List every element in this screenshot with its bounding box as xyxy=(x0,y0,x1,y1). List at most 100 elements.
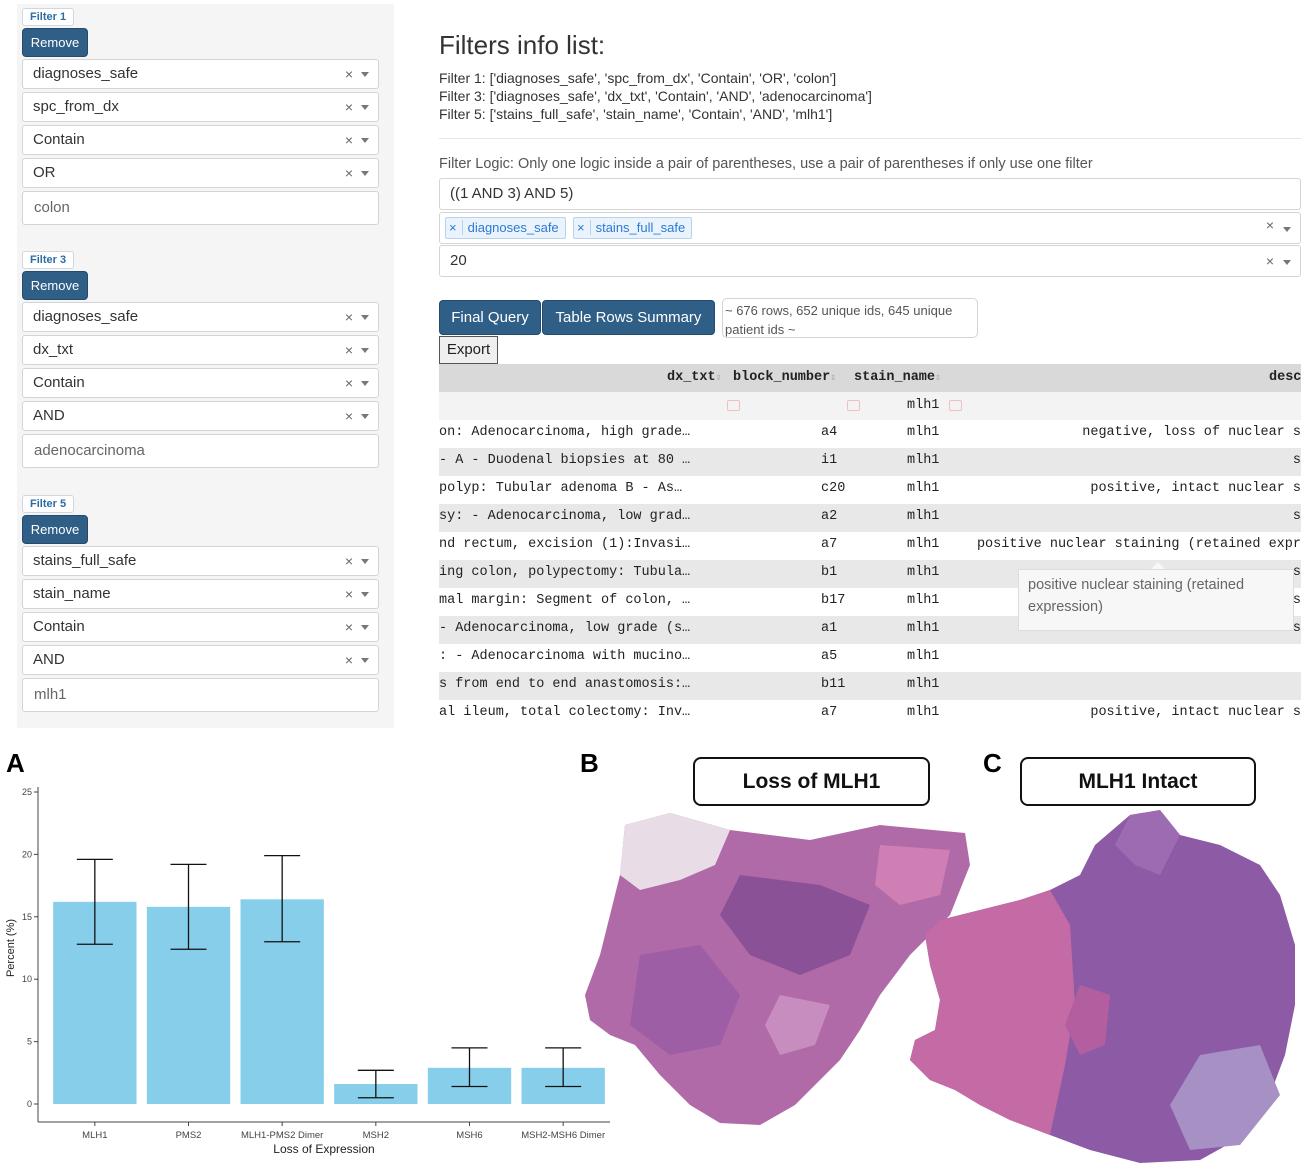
block-number-cell: a1 xyxy=(821,621,838,636)
table-row[interactable]: nd rectum, excision (1):Invasi… a7 mlh1 pos… xyxy=(439,532,1301,560)
clear-icon[interactable]: × xyxy=(344,375,353,391)
column-header-stain-name[interactable]: stain_name⇕ xyxy=(854,370,941,385)
chevron-down-icon[interactable] xyxy=(361,592,369,597)
chevron-down-icon[interactable] xyxy=(361,381,369,386)
header-label: desc xyxy=(1269,370,1301,385)
clear-icon[interactable]: × xyxy=(344,165,353,181)
operator-select[interactable]: Contain × xyxy=(22,612,379,642)
y-tick-label: 15 xyxy=(22,912,32,922)
dx-txt-cell: ing colon, polypectomy: Tubula… xyxy=(439,565,691,580)
tooltip-arrow xyxy=(1150,562,1166,570)
chevron-down-icon[interactable] xyxy=(1283,260,1291,265)
table-header-row: dx_txt⇕ block_number⇕ stain_name⇕ desc xyxy=(439,364,1301,392)
table-row[interactable]: - A - Duodenal biopsies at 80 … i1 mlh1 s xyxy=(439,448,1301,476)
desc-cell: s xyxy=(1292,565,1301,580)
clear-icon[interactable]: × xyxy=(344,132,353,148)
clear-icon[interactable]: × xyxy=(344,66,353,82)
column-select[interactable]: diagnoses_safe × xyxy=(22,302,379,332)
column-header-desc[interactable]: desc xyxy=(1269,370,1301,385)
remove-chip-icon[interactable]: × xyxy=(577,220,591,235)
field-select[interactable]: spc_from_dx × xyxy=(22,92,379,122)
desc-cell: positive, intact nuclear s xyxy=(1090,705,1301,720)
x-tick-label: MSH2-MSH6 Dimer xyxy=(521,1130,605,1141)
chevron-down-icon[interactable] xyxy=(1283,227,1291,232)
logic-select[interactable]: AND × xyxy=(22,401,379,431)
stain-name-cell: mlh1 xyxy=(907,677,940,692)
clear-icon[interactable]: × xyxy=(344,309,353,325)
chevron-down-icon[interactable] xyxy=(361,171,369,176)
selected-table-chip[interactable]: × stains_full_safe xyxy=(573,217,693,239)
clear-icon[interactable]: × xyxy=(344,342,353,358)
dx-txt-cell: s from end to end anastomosis:… xyxy=(439,677,691,692)
clear-icon[interactable]: × xyxy=(344,586,353,602)
column-header-dx-txt[interactable]: dx_txt⇕ xyxy=(667,370,722,385)
filter-tag: Filter 3 xyxy=(22,251,75,269)
column-select[interactable]: stains_full_safe × xyxy=(22,546,379,576)
clear-icon[interactable]: × xyxy=(344,408,353,424)
stain-filter-value[interactable]: mlh1 xyxy=(907,398,940,413)
sort-icon[interactable]: ⇕ xyxy=(715,373,722,384)
mlh1-intact-slide-image xyxy=(910,810,1295,1163)
remove-filter-button[interactable]: Remove xyxy=(22,515,88,544)
operator-select[interactable]: Contain × xyxy=(22,368,379,398)
dx-txt-cell: nd rectum, excision (1):Invasi… xyxy=(439,537,691,552)
select-value: spc_from_dx xyxy=(33,98,119,115)
table-row[interactable]: mal margin: Segment of colon, … b17 mlh1 s xyxy=(439,588,1301,616)
filter-logic-input[interactable]: ((1 AND 3) AND 5) xyxy=(439,178,1301,210)
remove-chip-icon[interactable]: × xyxy=(449,220,463,235)
desc-cell: s xyxy=(1292,593,1301,608)
table-row[interactable]: : - Adenocarcinoma with mucino… a5 mlh1 xyxy=(439,644,1301,672)
logic-select[interactable]: AND × xyxy=(22,645,379,675)
field-select[interactable]: dx_txt × xyxy=(22,335,379,365)
rows-summary-text: ~ 676 rows, 652 unique ids, 645 unique p… xyxy=(722,298,978,338)
clear-icon[interactable]: × xyxy=(1265,253,1274,269)
logic-select[interactable]: OR × xyxy=(22,158,379,188)
sort-icon[interactable]: ⇕ xyxy=(935,373,942,384)
remove-filter-button[interactable]: Remove xyxy=(22,271,88,300)
chevron-down-icon[interactable] xyxy=(361,348,369,353)
table-row[interactable]: s from end to end anastomosis:… b11 mlh1 xyxy=(439,672,1301,700)
desc-cell: negative, loss of nuclear s xyxy=(1082,425,1301,440)
table-multiselect[interactable]: × diagnoses_safe × stains_full_safe × xyxy=(439,212,1301,244)
clear-icon[interactable]: × xyxy=(344,652,353,668)
column-filter-box[interactable] xyxy=(727,400,740,411)
chevron-down-icon[interactable] xyxy=(361,625,369,630)
clear-icon[interactable]: × xyxy=(344,99,353,115)
header-label: stain_name xyxy=(854,370,936,385)
row-limit-select[interactable]: 20 × xyxy=(439,245,1301,277)
desc-cell: positive, intact nuclear s xyxy=(1090,481,1301,496)
clear-icon[interactable]: × xyxy=(344,619,353,635)
mlh1-intact-label: MLH1 Intact xyxy=(1020,757,1256,806)
chevron-down-icon[interactable] xyxy=(361,105,369,110)
remove-filter-button[interactable]: Remove xyxy=(22,28,88,57)
column-select[interactable]: diagnoses_safe × xyxy=(22,59,379,89)
x-tick-label: MLH1-PMS2 Dimer xyxy=(241,1130,323,1141)
filter-value-input[interactable]: adenocarcinoma xyxy=(22,434,379,468)
column-filter-box[interactable] xyxy=(949,400,962,411)
table-row[interactable]: al ileum, total colectomy: Inv… a7 mlh1 pos… xyxy=(439,700,1301,728)
operator-select[interactable]: Contain × xyxy=(22,125,379,155)
x-axis-label: Loss of Expression xyxy=(273,1142,374,1156)
clear-icon[interactable]: × xyxy=(1265,217,1274,233)
chevron-down-icon[interactable] xyxy=(361,658,369,663)
table-rows-summary-button[interactable]: Table Rows Summary xyxy=(542,300,715,335)
filter-tag: Filter 1 xyxy=(22,8,75,26)
clear-icon[interactable]: × xyxy=(344,553,353,569)
chevron-down-icon[interactable] xyxy=(361,559,369,564)
table-row[interactable]: on: Adenocarcinoma, high grade… a4 mlh1 neg… xyxy=(439,420,1301,448)
selected-table-chip[interactable]: × diagnoses_safe xyxy=(445,217,566,239)
chevron-down-icon[interactable] xyxy=(361,414,369,419)
field-select[interactable]: stain_name × xyxy=(22,579,379,609)
chevron-down-icon[interactable] xyxy=(361,315,369,320)
chevron-down-icon[interactable] xyxy=(361,72,369,77)
table-row[interactable]: sy: - Adenocarcinoma, low grad… a2 mlh1 s xyxy=(439,504,1301,532)
filter-value-input[interactable]: mlh1 xyxy=(22,678,379,712)
final-query-button[interactable]: Final Query xyxy=(439,300,541,335)
sort-icon[interactable]: ⇕ xyxy=(830,373,837,384)
export-button[interactable]: Export xyxy=(439,336,498,364)
table-row[interactable]: polyp: Tubular adenoma B - As… c20 mlh1 pos… xyxy=(439,476,1301,504)
column-filter-box[interactable] xyxy=(847,400,860,411)
chevron-down-icon[interactable] xyxy=(361,138,369,143)
filter-value-input[interactable]: colon xyxy=(22,191,379,225)
column-header-block-number[interactable]: block_number⇕ xyxy=(733,370,836,385)
